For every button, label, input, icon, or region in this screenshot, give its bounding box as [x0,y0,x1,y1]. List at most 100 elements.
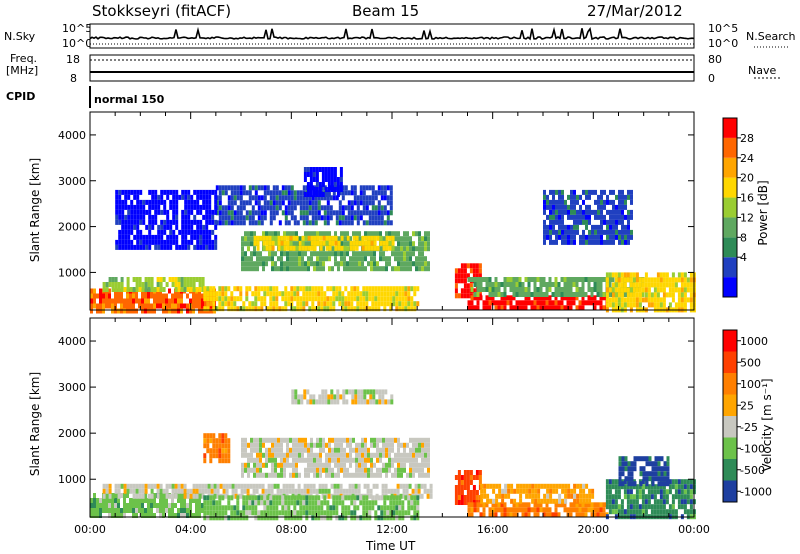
power-cell [398,306,402,312]
power-cell [418,246,421,252]
power-cell [247,261,250,267]
velocity-cell [271,437,274,443]
power-cell [561,204,564,210]
velocity-cell [539,507,543,513]
velocity-cell [689,489,693,495]
velocity-cell [611,484,615,490]
power-cell [303,192,307,197]
power-cell [389,190,393,196]
power-cell [172,209,176,215]
power-cell [263,190,267,196]
velocity-cell [256,467,259,473]
velocity-cell [241,442,244,448]
power-cell [172,214,176,220]
power-cell [139,204,143,210]
velocity-cell [418,467,421,473]
power-cell [236,215,240,221]
velocity-cell [241,447,244,453]
power-cell [154,214,158,220]
velocity-cell [647,504,651,510]
power-cell [242,301,246,307]
power-cell [350,210,354,216]
power-cell [299,190,303,196]
power-cell [329,215,333,221]
velocity-cell [224,510,228,516]
power-cell [230,185,234,191]
power-cell [612,199,615,205]
power-cell [193,189,197,195]
velocity-cell [400,472,403,478]
power-cell [111,308,114,314]
velocity-cell [345,399,349,405]
power-cell [391,245,395,251]
velocity-cell [261,488,265,494]
velocity-cell [334,457,337,463]
power-cell [543,189,546,195]
power-cell [308,205,312,211]
velocity-cell [120,483,124,489]
power-cell [325,251,328,257]
power-cell [148,234,152,240]
velocity-cell [385,472,388,478]
power-cell [566,300,570,306]
power-cell [478,273,482,279]
velocity-cell [250,457,253,463]
power-cell [612,224,615,230]
power-cell [371,215,375,221]
velocity-cell [306,389,310,395]
x-tick-label: 12:00 [376,523,408,536]
velocity-cell [382,462,385,468]
power-cell [509,295,513,301]
velocity-cell [252,483,256,489]
velocity-cell [409,447,412,453]
power-cell [135,287,139,292]
power-cell [569,277,573,282]
power-cell [241,236,244,242]
velocity-cell [382,437,385,443]
power-cell [175,224,179,230]
velocity-cell [662,499,666,505]
power-cell [367,245,371,251]
velocity-cell [391,462,394,468]
velocity-cell [402,483,406,489]
velocity-cell [102,488,106,494]
power-cell [566,282,570,287]
power-cell [239,286,243,292]
power-cell [169,224,173,230]
velocity-cell [623,484,627,490]
power-cell [518,287,522,292]
power-cell [242,205,246,211]
velocity-cell [298,472,301,478]
nave-label: Nave [748,64,777,77]
power-cell [192,287,196,292]
power-cell [421,246,424,252]
velocity-cell [240,493,244,499]
power-cell [365,291,369,297]
power-cell [332,210,336,216]
velocity-cell [260,495,264,501]
power-cell [339,167,343,172]
velocity-cell [427,437,430,443]
power-cell [218,291,222,297]
power-cell [609,189,612,195]
power-cell [320,291,324,297]
velocity-cell [573,488,577,494]
velocity-cell [304,447,307,453]
velocity-cell [318,483,322,489]
velocity-cell [297,488,301,494]
power-cell [460,293,464,299]
velocity-cell [123,488,127,494]
velocity-cell [416,515,420,521]
velocity-cell [319,437,322,443]
velocity-cell [590,502,594,508]
power-cell [275,306,279,312]
velocity-cell [320,510,324,516]
power-cell [165,308,168,314]
velocity-cell [369,399,373,405]
power-colorbar-swatch [723,237,737,258]
power-cell [400,256,403,262]
power-cell [308,220,312,226]
power-cell [328,266,331,272]
velocity-cell [209,495,213,501]
power-cell [127,209,131,215]
